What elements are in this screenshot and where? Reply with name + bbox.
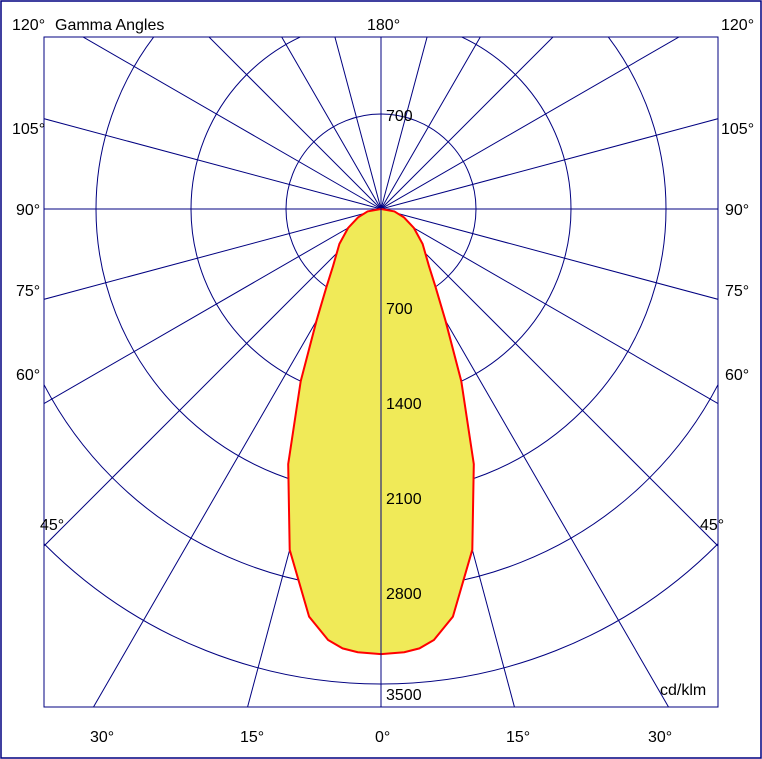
angle-tick-label: 45° <box>40 517 64 534</box>
angle-tick-label: 60° <box>725 367 749 384</box>
angle-tick-label: 15° <box>240 729 264 746</box>
angle-tick-label: 90° <box>16 202 40 219</box>
angle-tick-label: 75° <box>725 283 749 300</box>
angle-tick-label: 105° <box>721 121 754 138</box>
angle-tick-label: 30° <box>90 729 114 746</box>
unit-label: cd/klm <box>660 682 706 699</box>
angle-tick-label: 60° <box>16 367 40 384</box>
angle-tick-label: 120° <box>721 17 754 34</box>
angle-tick-label: 105° <box>12 121 45 138</box>
angle-tick-label: 120° <box>12 17 45 34</box>
angle-tick-label: 0° <box>375 729 390 746</box>
angle-tick-label: 15° <box>506 729 530 746</box>
angle-tick-label: 180° <box>367 17 400 34</box>
angle-tick-label: 30° <box>648 729 672 746</box>
radial-tick-label: 2800 <box>386 586 422 603</box>
chart-title: Gamma Angles <box>55 17 164 34</box>
radial-tick-label: 700 <box>386 301 413 318</box>
polar-chart: Gamma Angles cd/klm 700 700 1400 2100 2800 3500… <box>0 0 762 759</box>
angle-tick-label: 45° <box>700 517 724 534</box>
radial-tick-label: 700 <box>386 108 413 125</box>
radial-tick-label: 2100 <box>386 491 422 508</box>
angle-tick-label: 75° <box>16 283 40 300</box>
radial-tick-label: 1400 <box>386 396 422 413</box>
radial-tick-label: 3500 <box>386 687 422 704</box>
angle-tick-label: 90° <box>725 202 749 219</box>
